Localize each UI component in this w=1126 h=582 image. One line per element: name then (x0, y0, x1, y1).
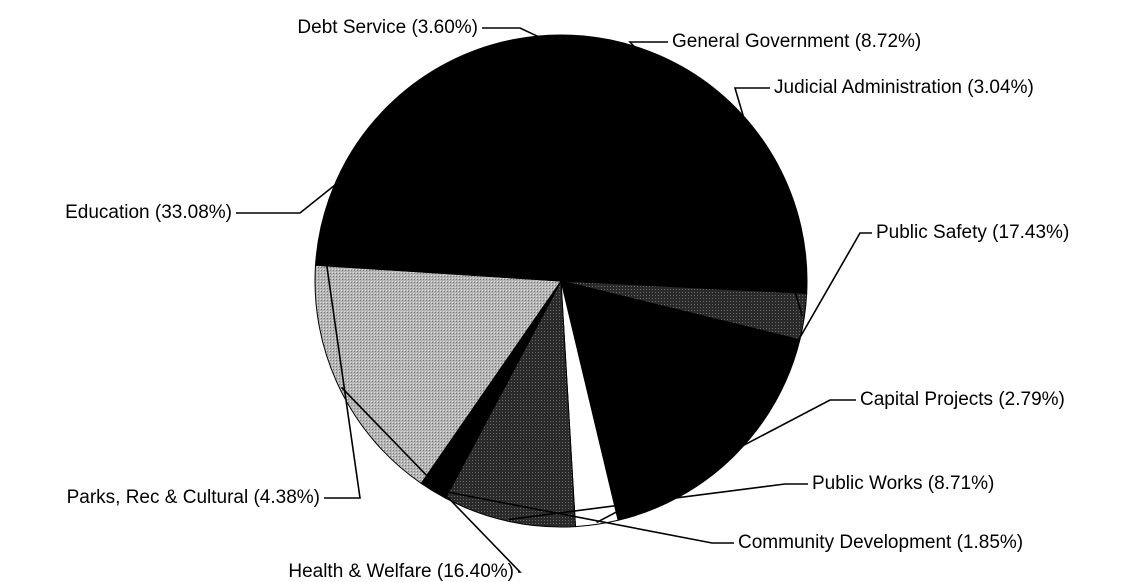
leader-line-debt-service (482, 27, 762, 142)
leader-line-education (236, 40, 515, 214)
pie-slice-public-safety (560, 280, 801, 521)
pie-slice-general-government (559, 162, 808, 294)
slice-labels: General Government (8.72%) Judicial Admin… (65, 17, 1069, 582)
pie-slice-health-welfare (314, 264, 562, 485)
leader-line-health-welfare (340, 386, 522, 573)
slice-label-judicial-administration: Judicial Administration (3.04%) (774, 77, 1034, 98)
leader-line-public-works (508, 483, 808, 521)
leader-line-judicial-administration (733, 87, 804, 317)
pie-slices (314, 34, 808, 528)
slice-label-debt-service: Debt Service (3.60%) (297, 17, 478, 38)
pie-slice-debt-service (560, 117, 778, 282)
slice-label-public-works: Public Works (8.71%) (812, 473, 994, 494)
pie-slice-education (328, 34, 747, 282)
slice-label-community-development: Community Development (1.85%) (738, 532, 1023, 553)
leader-line-parks-rec-cultural (321, 231, 361, 499)
slice-label-education: Education (33.08%) (65, 202, 232, 223)
leader-line-public-safety (732, 232, 872, 455)
leader-line-general-government (628, 41, 800, 228)
leader-lines (236, 27, 872, 573)
slice-label-public-safety: Public Safety (17.43%) (876, 222, 1069, 243)
leader-line-capital-projects (596, 399, 856, 524)
slice-label-capital-projects: Capital Projects (2.79%) (860, 389, 1065, 410)
slice-label-parks-rec-cultural: Parks, Rec & Cultural (4.38%) (67, 487, 320, 508)
slice-label-health-welfare: Health & Welfare (16.40%) (288, 561, 514, 582)
slice-label-general-government: General Government (8.72%) (672, 31, 921, 52)
leader-line-community-development (434, 488, 734, 544)
